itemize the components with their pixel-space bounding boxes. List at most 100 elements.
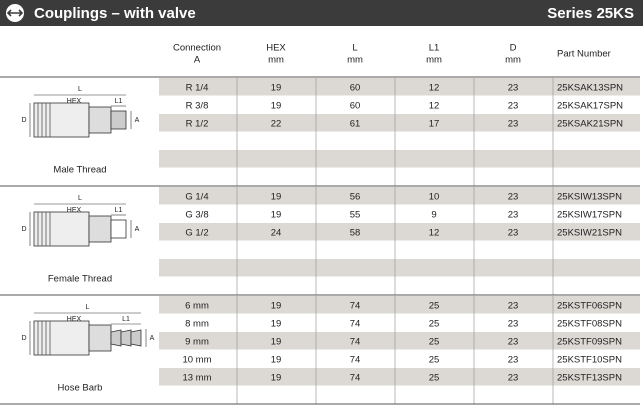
header-bar: [0, 0, 643, 26]
cell: 25KSTF10SPN: [557, 355, 622, 366]
cell: 23: [508, 210, 519, 221]
row-band: [159, 205, 640, 223]
cell: 12: [429, 228, 440, 239]
cell: R 1/2: [186, 119, 209, 130]
cell: 19: [271, 101, 282, 112]
cell: 22: [271, 119, 282, 130]
cell: 10 mm: [182, 355, 211, 366]
dim-label: D: [21, 335, 26, 342]
column-header: D: [510, 43, 517, 54]
cell: 74: [350, 373, 361, 384]
dim-label: L: [78, 195, 82, 202]
column-header: Part Number: [557, 49, 611, 60]
row-band: [159, 187, 640, 205]
row-band: [159, 277, 640, 295]
cell: 9 mm: [185, 337, 209, 348]
row-band: [159, 241, 640, 259]
cell: 13 mm: [182, 373, 211, 384]
row-band: [159, 332, 640, 350]
column-header: A: [194, 55, 201, 66]
column-header: mm: [426, 55, 442, 66]
section-label: Female Thread: [48, 274, 112, 285]
barb: [130, 329, 142, 347]
dim-label: L1: [115, 207, 123, 214]
cell: 74: [350, 337, 361, 348]
row-band: [159, 150, 640, 168]
column-header: HEX: [266, 43, 286, 54]
cell: 19: [271, 355, 282, 366]
cell: 23: [508, 101, 519, 112]
cell: 23: [508, 355, 519, 366]
column-header: mm: [347, 55, 363, 66]
thread: [110, 110, 127, 130]
cell: 19: [271, 83, 282, 94]
cell: 58: [350, 228, 361, 239]
cell: 25KSAK17SPN: [557, 101, 623, 112]
cell: 23: [508, 83, 519, 94]
row-band: [159, 114, 640, 132]
dim-label: A: [150, 335, 155, 342]
cell: 25: [429, 301, 440, 312]
cell: R 3/8: [186, 101, 209, 112]
cell: 6 mm: [185, 301, 209, 312]
cell: 24: [271, 228, 282, 239]
cell: R 1/4: [186, 83, 209, 94]
cell: 9: [431, 210, 436, 221]
dim-label: D: [21, 117, 26, 124]
cell: 61: [350, 119, 361, 130]
cell: 8 mm: [185, 319, 209, 330]
row-band: [159, 350, 640, 368]
thread: [110, 219, 127, 239]
barb: [110, 329, 122, 347]
row-band: [159, 296, 640, 314]
row-band: [159, 223, 640, 241]
cell: 74: [350, 355, 361, 366]
coupling-hex: [88, 324, 112, 352]
cell: 19: [271, 192, 282, 203]
cell: 19: [271, 319, 282, 330]
coupling-hex: [88, 215, 112, 243]
cell: 56: [350, 192, 361, 203]
barb: [120, 329, 132, 347]
cell: 12: [429, 101, 440, 112]
cell: 19: [271, 301, 282, 312]
cell: 60: [350, 83, 361, 94]
cell: 19: [271, 373, 282, 384]
cell: 19: [271, 337, 282, 348]
row-band: [159, 168, 640, 186]
cell: 10: [429, 192, 440, 203]
cell: 25KSIW13SPN: [557, 192, 622, 203]
cell: 23: [508, 192, 519, 203]
cell: 25KSTF06SPN: [557, 301, 622, 312]
coupling-body: [33, 320, 90, 356]
cell: 25KSIW21SPN: [557, 228, 622, 239]
cell: 25: [429, 355, 440, 366]
cell: 23: [508, 301, 519, 312]
cell: 23: [508, 373, 519, 384]
cell: 55: [350, 210, 361, 221]
dim-label: L: [86, 304, 90, 311]
dim-label: A: [135, 226, 140, 233]
column-header: mm: [268, 55, 284, 66]
header-title: Couplings – with valve: [34, 5, 196, 22]
column-header: L1: [429, 43, 440, 54]
cell: 25KSAK13SPN: [557, 83, 623, 94]
row-band: [159, 78, 640, 96]
dim-label: HEX: [67, 207, 82, 214]
column-header: mm: [505, 55, 521, 66]
cell: 23: [508, 119, 519, 130]
dim-label: A: [135, 117, 140, 124]
column-header: Connection: [173, 43, 221, 54]
row-band: [159, 132, 640, 150]
cell: 25: [429, 337, 440, 348]
row-band: [159, 314, 640, 332]
header-icon-arrows: [6, 9, 24, 17]
cell: 74: [350, 301, 361, 312]
section-label: Hose Barb: [58, 383, 103, 394]
cell: G 3/8: [185, 210, 208, 221]
cell: G 1/4: [185, 192, 208, 203]
cell: 25: [429, 319, 440, 330]
coupling-body: [33, 102, 90, 138]
dim-label: D: [21, 226, 26, 233]
cell: 23: [508, 337, 519, 348]
